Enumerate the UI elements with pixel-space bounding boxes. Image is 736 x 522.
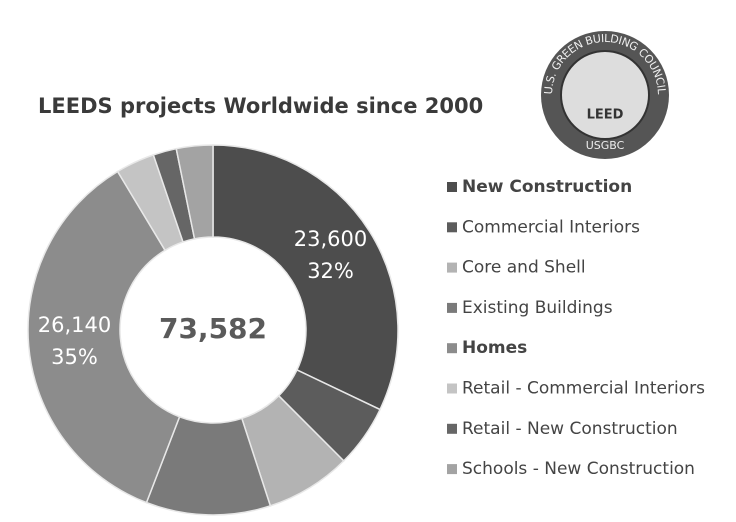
legend-label: Commercial Interiors <box>462 217 640 237</box>
legend-label: New Construction <box>462 177 632 197</box>
legend-swatch <box>447 262 457 273</box>
legend-swatch <box>447 302 457 313</box>
legend-label: Schools - New Construction <box>462 459 695 479</box>
legend-swatch <box>447 383 457 394</box>
percent-label: 32% <box>307 259 354 283</box>
value-label: 23,600 <box>294 227 367 251</box>
donut-segment <box>175 144 214 240</box>
legend-swatch <box>447 423 457 434</box>
donut-segment <box>27 170 181 504</box>
legend-swatch <box>447 464 457 475</box>
logo-core <box>560 50 650 140</box>
legend-swatch <box>447 222 457 233</box>
legend-label: Retail - Commercial Interiors <box>462 379 705 399</box>
value-label: 26,140 <box>38 313 111 337</box>
legend-swatch <box>447 182 457 192</box>
logo-center: LEED <box>587 108 624 123</box>
percent-label: 35% <box>51 345 98 369</box>
legend-label: Homes <box>462 338 527 358</box>
center-label: 73,582 <box>159 312 267 345</box>
legend-swatch <box>447 343 457 354</box>
legend-label: Retail - New Construction <box>462 419 678 439</box>
logo-bottom: USGBC <box>586 139 625 152</box>
chart-title: LEEDS projects Worldwide since 2000 <box>38 94 483 118</box>
legend-label: Existing Buildings <box>462 298 613 318</box>
legend-label: Core and Shell <box>462 258 586 278</box>
donut-segment <box>212 144 399 411</box>
logo: U.S. GREEN BUILDING COUNCIL LEED USGBC <box>541 31 669 159</box>
